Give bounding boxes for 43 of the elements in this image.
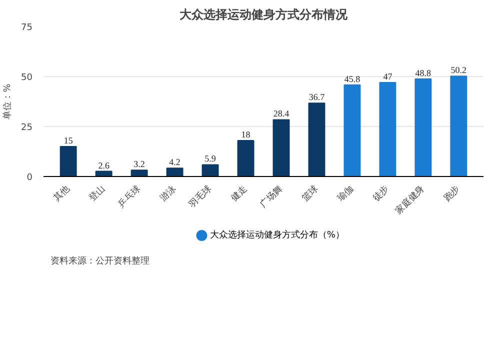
bar	[166, 168, 184, 176]
x-tick-label: 羽毛球	[186, 183, 214, 210]
y-tick-label: 25	[21, 123, 32, 133]
bar	[237, 140, 254, 176]
y-tick-label: 0	[26, 173, 33, 183]
x-tick-label: 瑜伽	[335, 183, 356, 204]
x-tick-label: 其他	[51, 183, 72, 204]
data-label: 18	[241, 130, 251, 140]
bar	[344, 84, 361, 176]
bar	[308, 102, 326, 176]
data-label: 45.8	[344, 74, 361, 84]
data-label: 47	[383, 72, 393, 82]
x-tick-label: 篮球	[300, 183, 320, 204]
x-tick-label: 广场舞	[258, 183, 285, 210]
text: 资料来源：公开资料整理	[50, 256, 150, 266]
bar	[272, 119, 290, 176]
bar	[202, 164, 219, 176]
bar	[414, 78, 432, 176]
x-tick-label: 游泳	[158, 183, 178, 204]
data-label: 15	[64, 136, 74, 146]
data-label: 3.2	[134, 159, 145, 170]
x-tick-label: 健走	[228, 183, 250, 204]
bar	[60, 146, 77, 176]
y-tick-label: 75	[21, 23, 32, 33]
x-tick-label: 跑步	[442, 183, 462, 204]
legend-label: 大众选择运动健身方式分布（%）	[210, 230, 344, 240]
bar	[379, 82, 396, 176]
data-label: 2.6	[98, 160, 110, 170]
bar	[130, 170, 148, 176]
chart-title: 大众选择运动健身方式分布情况	[180, 8, 348, 22]
data-label: 5.9	[204, 154, 216, 164]
x-tick-label: 乒乓球	[116, 183, 143, 210]
data-label: 28.4	[273, 108, 290, 119]
x-tick-label: 徒步	[370, 183, 392, 204]
x-tick-label: 家庭健身	[393, 183, 427, 216]
data-label: 4.2	[169, 157, 180, 168]
data-label: 48.8	[415, 68, 432, 78]
y-axis-title: 单位：%	[2, 83, 14, 120]
y-tick-label: 50	[21, 73, 33, 83]
bar	[450, 76, 468, 176]
data-label: 50.2	[450, 65, 467, 76]
data-label: 36.7	[308, 92, 326, 102]
x-tick-label: 登山	[86, 183, 108, 204]
